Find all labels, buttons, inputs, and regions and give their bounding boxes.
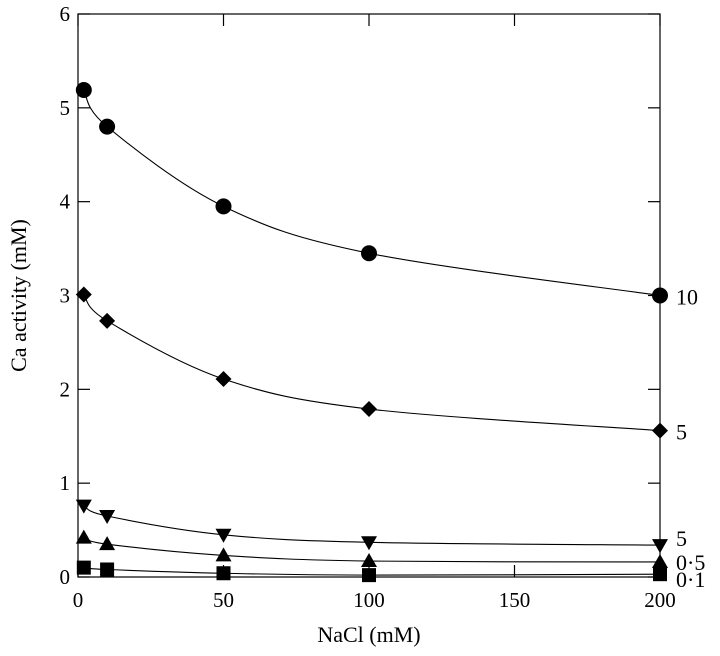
fitted-curve [83,89,661,297]
x-tick-label: 200 [644,588,676,612]
data-point-diamond [215,371,232,388]
data-point-circle [99,118,116,135]
y-tick-label: 2 [60,377,71,401]
series-end-label: 0·1 [676,567,705,592]
data-point-triangle-down [215,528,232,543]
series-end-label: 5 [676,526,687,551]
x-tick-labels: 0 50 100 150 200 [73,588,676,612]
data-point-triangle-up [75,529,92,544]
data-point-square [216,566,231,581]
data-point-square [76,560,91,575]
data-point-diamond [361,401,377,418]
data-point-triangle-up [652,553,668,568]
tick-marks [77,13,661,578]
fitted-curves [83,89,661,576]
x-tick-label: 100 [353,588,385,612]
axes: 0 50 100 150 200 0 1 2 3 4 5 6 [60,2,676,612]
data-point-triangle-up [99,536,116,551]
y-axis-title: Ca activity (mM) [6,219,31,372]
data-point-triangle-up [361,553,377,568]
y-tick-label: 0 [60,565,71,589]
x-axis-title: NaCl (mM) [317,622,420,647]
data-point-circle [652,287,668,304]
y-tick-labels: 0 1 2 3 4 5 6 [60,2,71,589]
x-tick-label: 150 [499,588,531,612]
data-point-triangle-up [215,547,232,562]
x-tick-label: 50 [213,588,234,612]
data-point-square [100,562,115,577]
y-tick-label: 4 [60,190,71,214]
data-point-triangle-down [361,536,377,551]
data-point-triangle-down [75,499,92,514]
data-point-diamond [99,312,116,329]
x-tick-label: 0 [73,588,84,612]
series-end-label: 0·5 [676,550,705,575]
data-point-triangle-down [99,510,116,525]
y-tick-label: 1 [60,471,71,495]
y-tick-label: 5 [60,96,71,120]
data-point-square [653,567,667,582]
data-point-triangle-down [652,539,668,554]
y-tick-label: 6 [60,2,71,26]
data-point-circle [361,245,377,262]
data-point-square [362,568,376,583]
y-tick-label: 3 [60,284,71,308]
series-end-label: 10 [676,285,698,310]
data-point-diamond [652,422,668,439]
series-end-label: 5 [676,420,687,445]
data-markers [75,82,668,583]
data-point-diamond [75,286,92,303]
plot-frame [77,13,661,578]
data-point-circle [75,82,92,99]
data-point-circle [215,198,232,215]
